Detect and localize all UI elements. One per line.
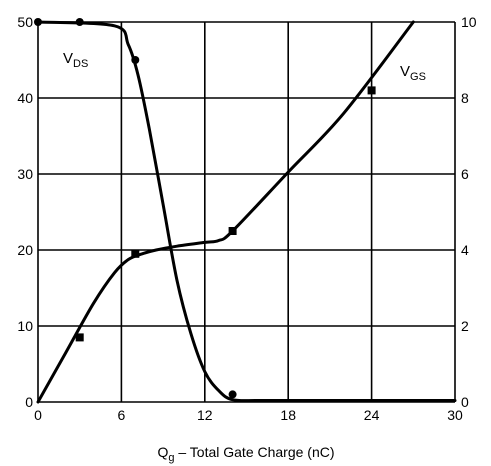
vgs-marker-3 (367, 86, 376, 95)
vgs-marker-1 (131, 249, 140, 258)
vds-label-main: V (63, 50, 73, 67)
x-axis-title-main: Q (157, 444, 168, 460)
y-right-tick-label-2: 4 (461, 242, 469, 258)
y-right-tick-label-4: 8 (461, 90, 469, 106)
vgs-label-main: V (400, 63, 410, 80)
y-left-tick-label-4: 40 (17, 90, 33, 106)
y-right-tick-label-5: 10 (461, 14, 477, 30)
x-axis-title-rest: – Total Gate Charge (nC) (174, 444, 334, 460)
y-right-tick-label-3: 6 (461, 166, 469, 182)
y-left-tick-label-2: 20 (17, 242, 33, 258)
x-tick-label-3: 18 (280, 407, 296, 423)
vds-marker-3 (228, 390, 237, 399)
x-tick-label-0: 0 (34, 407, 42, 423)
y-left-tick-label-3: 30 (17, 166, 33, 182)
vgs-marker-0 (75, 333, 84, 342)
vds-marker-2 (131, 56, 140, 64)
vgs-marker-2 (228, 227, 237, 235)
vgs-series-line (36, 20, 415, 404)
y-left-tick-label-0: 0 (25, 394, 33, 410)
vgs-series-label: VGS (400, 63, 426, 83)
x-tick-label-5: 30 (447, 407, 463, 423)
vds-marker-1 (75, 18, 84, 26)
y-right-tick-label-1: 2 (461, 318, 469, 334)
x-tick-label-4: 24 (364, 407, 380, 423)
vgs-label-sub: GS (410, 71, 426, 83)
x-tick-label-2: 12 (197, 407, 213, 423)
x-axis-title-sub: g (168, 452, 174, 464)
vds-series-line (36, 20, 457, 403)
y-left-tick-label-1: 10 (17, 318, 33, 334)
vds-series-label: VDS (63, 50, 88, 70)
grid (37, 21, 456, 403)
series-layer (34, 18, 457, 404)
y-right-tick-label-0: 0 (461, 394, 469, 410)
x-tick-label-1: 6 (118, 407, 126, 423)
x-axis-title: Qg – Total Gate Charge (nC) (157, 444, 334, 464)
vds-marker-0 (34, 18, 42, 26)
y-left-tick-label-5: 50 (17, 14, 33, 30)
vds-label-sub: DS (73, 58, 88, 70)
